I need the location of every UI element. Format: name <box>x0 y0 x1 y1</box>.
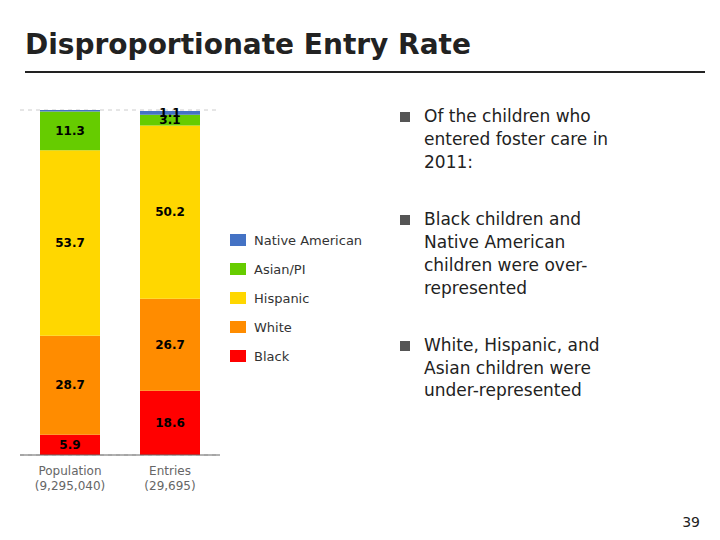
svg-text:3.1: 3.1 <box>159 113 181 128</box>
html-text:White: White <box>254 319 292 335</box>
html-text:Hispanic: Hispanic <box>254 290 310 306</box>
svg-text:18.6: 18.6 <box>155 416 185 430</box>
svg-text:5.9: 5.9 <box>59 438 80 452</box>
svg-text:53.7: 53.7 <box>55 236 85 250</box>
svg-text:1.1: 1.1 <box>159 106 180 120</box>
svg-text:11.3: 11.3 <box>55 124 85 138</box>
html-text:Black: Black <box>254 348 290 364</box>
html-text:Asian/PI: Asian/PI <box>254 261 306 277</box>
html-text:Black children and Native Amer: Black children and Native American child… <box>424 208 588 298</box>
html-text:Disproportionate Entry Rate: Disproportionate Entry Rate <box>25 28 471 61</box>
html-text:39: 39 <box>682 514 700 530</box>
svg-text:Population(9,295,040): Population(9,295,040) <box>35 464 105 493</box>
html-text:Native American: Native American <box>254 232 363 248</box>
html-text:Of the children who entered fo: Of the children who entered foster care … <box>424 106 609 172</box>
svg-text:Entries(29,695): Entries(29,695) <box>144 464 195 493</box>
svg-text:28.7: 28.7 <box>55 378 85 392</box>
svg-text:50.2: 50.2 <box>155 205 185 219</box>
svg-text:26.7: 26.7 <box>155 338 185 352</box>
html-text:White, Hispanic, and Asian chi: White, Hispanic, and Asian children were… <box>424 334 600 401</box>
